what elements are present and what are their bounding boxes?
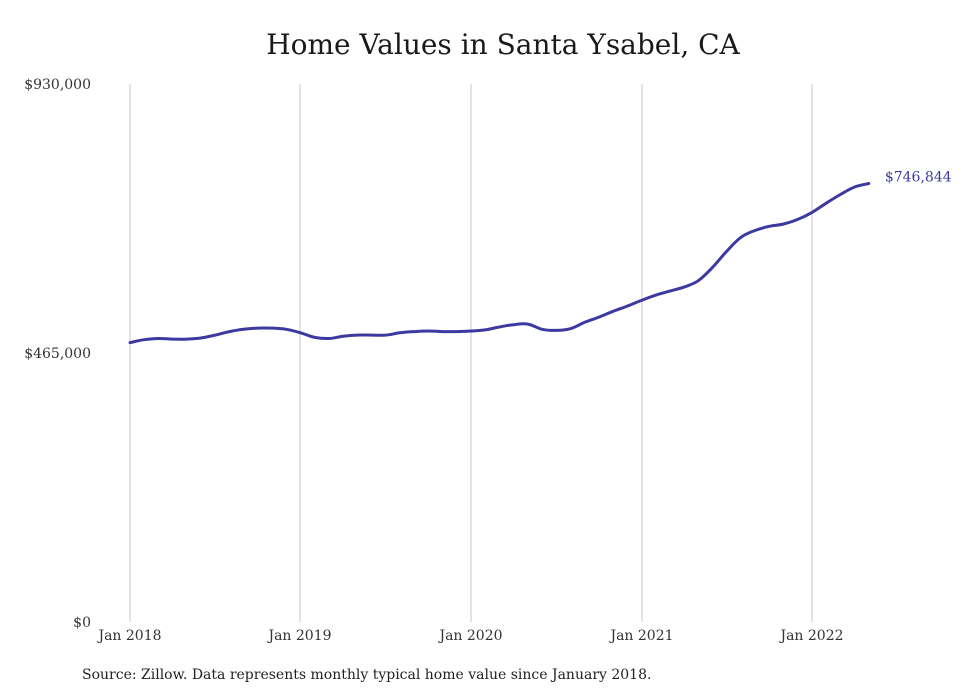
source-note: Source: Zillow. Data represents monthly …	[82, 667, 652, 683]
series-line	[128, 182, 871, 345]
end-value-label: $746,844	[885, 170, 952, 186]
y-tick-label: $0	[73, 615, 91, 631]
x-tick-label: Jan 2022	[778, 628, 843, 644]
x-tick-label: Jan 2021	[608, 628, 673, 644]
x-tick-label: Jan 2020	[437, 628, 502, 644]
x-tick-label: Jan 2019	[266, 628, 331, 644]
chart-title: Home Values in Santa Ysabel, CA	[266, 28, 740, 61]
y-tick-label: $930,000	[24, 77, 91, 93]
y-tick-label: $465,000	[24, 346, 91, 362]
x-tick-label: Jan 2018	[96, 628, 161, 644]
